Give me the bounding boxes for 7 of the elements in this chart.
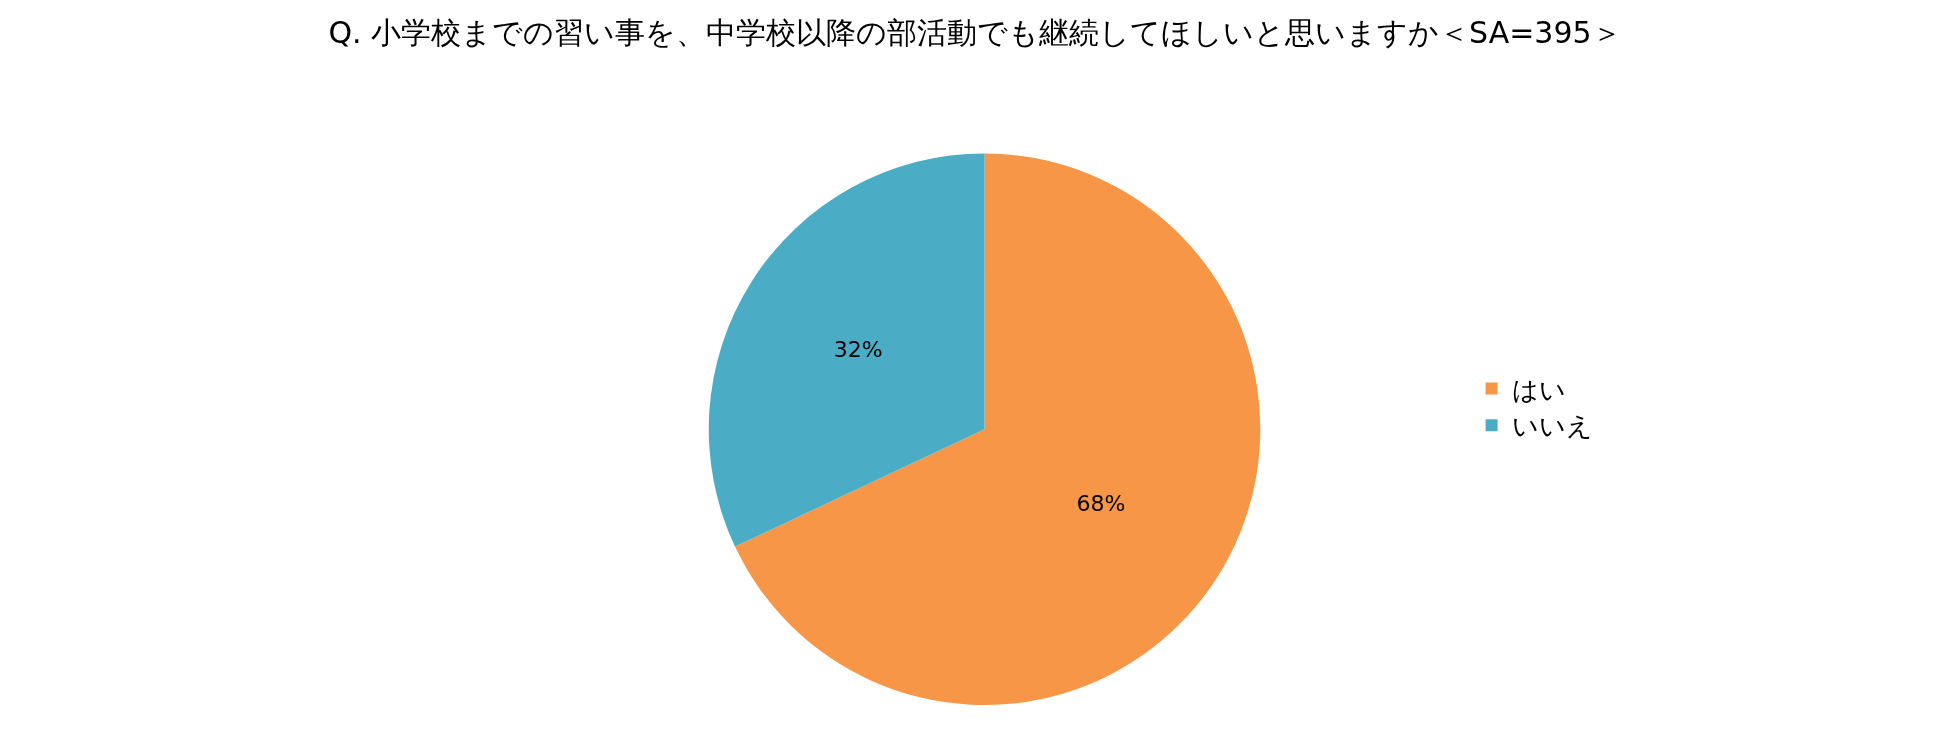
legend-label: はい [1511,374,1566,405]
pie-slice [709,153,985,547]
pie-slice [735,153,1261,705]
legend-label: いいえ [1511,411,1593,442]
data-label: 68% [1076,490,1126,516]
chart-title: Q. 小学校までの習い事を、中学校以降の部活動でも継続してほしいと思いますか＜SA=395＞ [328,15,1622,51]
data-label: 32% [833,336,883,362]
